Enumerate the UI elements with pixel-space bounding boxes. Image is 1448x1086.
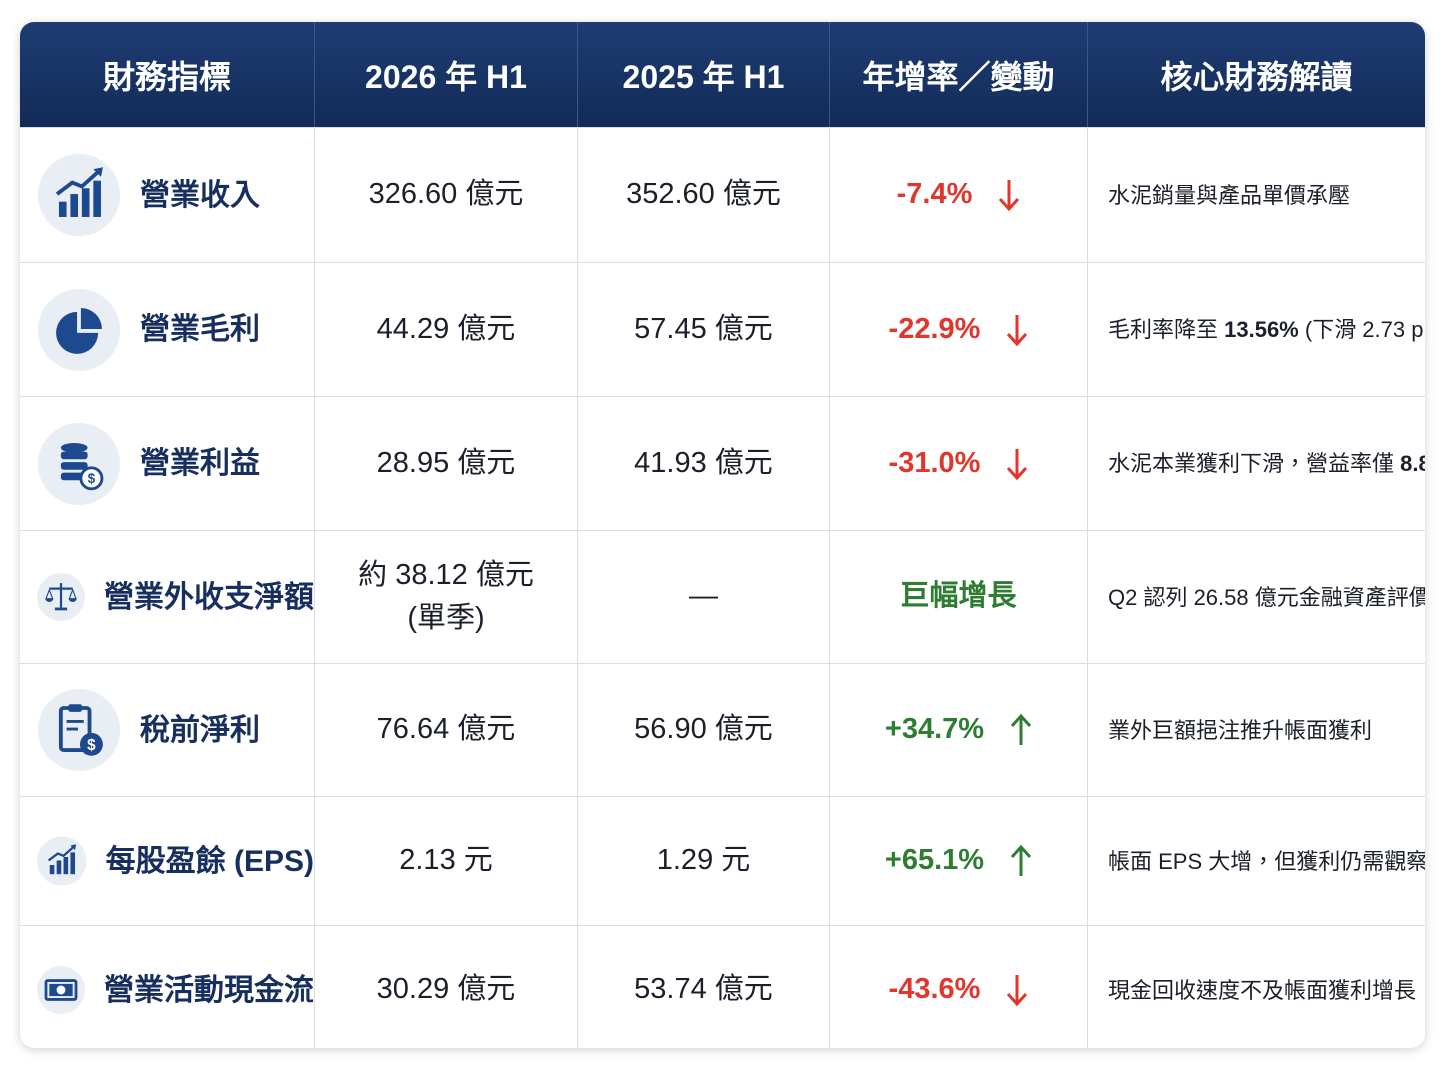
note-cell: 毛利率降至 13.56% (下滑 2.73 ppt) [1088,263,1425,396]
note-text: Q2 認列 26.58 億元金融資產評價利益 [1108,584,1425,610]
note-text: 業外巨額挹注推升帳面獲利 [1108,717,1373,743]
value-2026: 2.13 元 [315,797,578,925]
header-cell: 2025 年 H1 [578,22,830,127]
table-row: 營業毛利 44.29 億元 57.45 億元 -22.9% 毛利率降至 13.56% (… [20,262,1425,396]
metric-icon: $ [37,422,121,505]
trend-arrow [1007,448,1028,480]
svg-text:$: $ [87,737,96,754]
value-2025: 41.93 億元 [578,397,830,530]
metric-icon [37,153,121,237]
change-value: +34.7% [884,713,985,746]
change-value: -7.4% [896,178,973,211]
note-cell: 水泥銷量與產品單價承壓 [1088,128,1425,262]
value-2025: 1.29 元 [578,797,830,925]
trend-arrow [1007,975,1028,1007]
metric-cell: $ 稅前淨利 [20,664,315,796]
svg-text:$: $ [88,471,96,486]
value-2026: 約 38.12 億元 (單季) [315,531,578,663]
trend-arrow [1007,314,1028,346]
note-cell: 水泥本業獲利下滑，營益率僅 8.87% [1088,397,1425,530]
note-text: 8.87% [1400,451,1425,476]
change-cell: 巨幅增長 [830,531,1088,663]
value-2026: 28.95 億元 [315,397,578,530]
change-cell: +65.1% [830,797,1088,925]
change-value: -31.0% [888,446,981,479]
financial-table: 財務指標 2026 年 H1 2025 年 H1 年增率／變動 核心財務解讀 營業收入 3… [20,22,1425,1048]
trend-arrow [999,180,1020,212]
header-cell: 財務指標 [20,22,315,127]
change-cell: -22.9% [830,263,1088,396]
value-2026: 76.64 億元 [315,664,578,796]
metric-label: 營業利益 [140,447,260,480]
table-header: 財務指標 2026 年 H1 2025 年 H1 年增率／變動 核心財務解讀 [20,22,1425,127]
table-row: 營業收入 326.60 億元 352.60 億元 -7.4% 水泥銷量與產品單價承壓 [20,127,1425,262]
trend-arrow [1010,844,1032,876]
metric-icon [37,836,87,886]
metric-cell: 每股盈餘 (EPS) [20,797,315,925]
trend-arrow [1010,713,1032,745]
metric-icon [37,288,121,371]
metric-cell: 營業毛利 [20,263,315,396]
metric-cell: 營業收入 [20,128,315,262]
metric-icon [37,966,85,1014]
note-text: 毛利率降至 [1108,317,1225,342]
note-text: 水泥本業獲利下滑，營益率僅 [1108,451,1401,476]
table-row: 每股盈餘 (EPS) 2.13 元 1.29 元 +65.1% 帳面 EPS 大增，但獲… [20,796,1425,925]
value-2025: 57.45 億元 [578,263,830,396]
table-body: 營業收入 326.60 億元 352.60 億元 -7.4% 水泥銷量與產品單價承壓 營業… [20,127,1425,1048]
note-cell: Q2 認列 26.58 億元金融資產評價利益 [1088,531,1425,663]
metric-label: 營業活動現金流 [104,973,314,1007]
header-cell: 核心財務解讀 [1160,58,1353,95]
metric-label: 營業外收支淨額 [104,580,314,614]
table-row: 營業活動現金流 30.29 億元 53.74 億元 -43.6% 現金回收速度不及帳面獲… [20,925,1425,1048]
metric-label: 每股盈餘 (EPS) [105,844,314,878]
metric-cell: $ 營業利益 [20,397,315,530]
header-cell: 2026 年 H1 [315,22,578,127]
value-2025: — [578,531,830,663]
note-text: 現金回收速度不及帳面獲利增長 [1108,977,1417,1003]
change-value: +65.1% [884,844,985,877]
metric-label: 稅前淨利 [140,713,260,747]
note-text: (下滑 2.73 ppt) [1304,317,1425,342]
metric-icon: $ [37,688,121,772]
metric-cell: 營業外收支淨額 [20,531,315,663]
change-cell: -31.0% [830,397,1088,530]
table-row: $ 稅前淨利 76.64 億元 56.90 億元 +34.7% 業外巨額挹注推升帳面獲利 [20,663,1425,796]
value-2026: 326.60 億元 [315,128,578,262]
value-2026: 44.29 億元 [315,263,578,396]
value-2025: 56.90 億元 [578,664,830,796]
change-value: -22.9% [888,312,981,345]
note-cell: 帳面 EPS 大增，但獲利仍需觀察 [1088,797,1425,925]
metric-label: 營業收入 [140,178,260,212]
header-cell: 年增率／變動 [830,22,1088,127]
note-text: 13.56% [1224,317,1299,342]
change-value: -43.6% [888,973,981,1006]
table-row: 營業外收支淨額約 38.12 億元 (單季) — 巨幅增長 Q2 認列 26.58 億… [20,530,1425,663]
note-text: 水泥銷量與產品單價承壓 [1108,182,1351,208]
change-cell: -7.4% [830,128,1088,262]
metric-cell: 營業活動現金流 [20,926,315,1048]
change-cell: +34.7% [830,664,1088,796]
value-2025: 53.74 億元 [578,926,830,1048]
note-cell: 業外巨額挹注推升帳面獲利 [1088,664,1425,796]
change-value: 巨幅增長 [900,580,1017,613]
value-2025: 352.60 億元 [578,128,830,262]
metric-label: 營業毛利 [140,313,260,346]
change-cell: -43.6% [830,926,1088,1048]
note-text: 帳面 EPS 大增，但獲利仍需觀察 [1108,848,1425,874]
note-cell: 現金回收速度不及帳面獲利增長 [1088,926,1425,1048]
value-2026: 30.29 億元 [315,926,578,1048]
metric-icon [37,573,85,621]
table-row: $ 營業利益 28.95 億元 41.93 億元 -31.0% 水泥本業獲利下滑，營益率僅… [20,396,1425,530]
